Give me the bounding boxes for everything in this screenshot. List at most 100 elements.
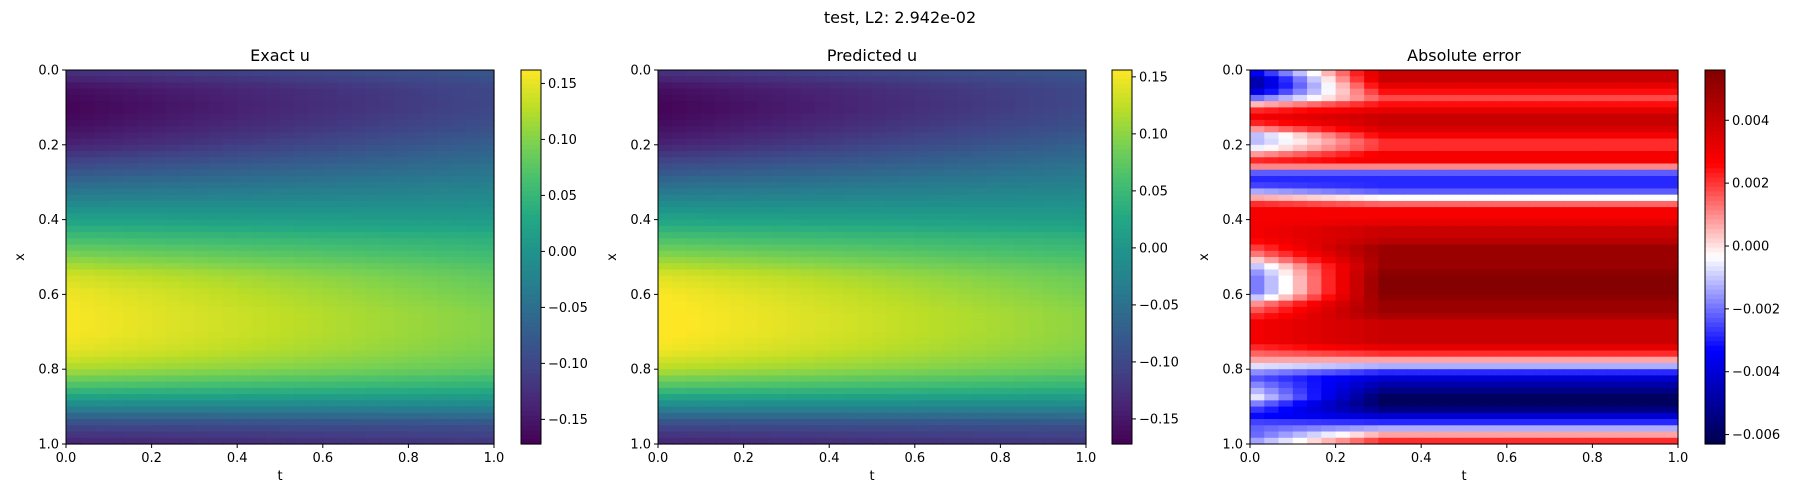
heatmap-cell <box>408 331 424 339</box>
heatmap-cell <box>900 381 916 389</box>
heatmap-cell <box>914 101 930 108</box>
heatmap-cell <box>1506 82 1522 90</box>
heatmap-cell <box>1057 387 1073 395</box>
heatmap-cell <box>1278 157 1294 165</box>
heatmap-cell <box>108 431 124 439</box>
heatmap-cell <box>1000 200 1016 208</box>
heatmap-cell <box>729 331 745 339</box>
heatmap-cell <box>700 94 716 102</box>
heatmap-cell <box>479 319 495 327</box>
heatmap-cell <box>772 119 787 127</box>
heatmap-cell <box>1635 113 1651 121</box>
heatmap-cell <box>280 294 295 302</box>
heatmap-cell <box>800 138 816 146</box>
heatmap-cell <box>914 138 930 146</box>
heatmap-cell <box>1364 113 1379 121</box>
heatmap-cell <box>165 76 181 84</box>
heatmap-cell <box>1250 119 1265 127</box>
heatmap-cell <box>194 138 210 146</box>
heatmap-cell <box>1663 238 1679 246</box>
heatmap-cell <box>1663 132 1679 140</box>
heatmap-cell <box>886 188 902 196</box>
heatmap-cell <box>408 101 424 108</box>
heatmap-cell <box>800 387 816 395</box>
heatmap-cell <box>94 101 110 108</box>
heatmap-cell <box>80 182 96 190</box>
heatmap-cell <box>1071 144 1087 152</box>
heatmap-cell <box>1071 275 1087 283</box>
heatmap-cell <box>814 107 830 115</box>
heatmap-cell <box>422 126 438 133</box>
heatmap-cell <box>1000 213 1016 221</box>
heatmap-cell <box>365 94 381 102</box>
heatmap-cell <box>757 257 773 264</box>
heatmap-cell <box>1620 138 1636 146</box>
heatmap-cell <box>729 119 745 127</box>
heatmap-cell <box>1014 288 1030 295</box>
heatmap-cell <box>436 406 452 414</box>
heatmap-cell <box>772 238 787 246</box>
heatmap-cell <box>957 144 973 152</box>
heatmap-cell <box>451 400 467 408</box>
heatmap-cell <box>886 70 902 77</box>
heatmap-cell <box>986 107 1001 115</box>
heatmap-cell <box>1014 294 1030 302</box>
heatmap-cell <box>208 331 224 339</box>
heatmap-cell <box>900 200 916 208</box>
heatmap-cell <box>1292 219 1308 227</box>
colorbar-segment <box>521 369 541 375</box>
heatmap-cell <box>886 138 902 146</box>
heatmap-cell <box>1506 113 1522 121</box>
heatmap-cell <box>814 182 830 190</box>
colorbar-segment <box>1112 186 1132 193</box>
heatmap-cell <box>1492 157 1508 165</box>
heatmap-cell <box>1307 281 1322 289</box>
heatmap-cell <box>1535 250 1551 258</box>
heatmap-cell <box>322 132 338 140</box>
heatmap-cell <box>814 94 830 102</box>
heatmap-cell <box>971 338 987 345</box>
heatmap-cell <box>208 219 224 227</box>
heatmap-cell <box>1014 232 1030 239</box>
heatmap-cell <box>351 356 367 364</box>
heatmap-cell <box>843 306 859 314</box>
heatmap-cell <box>772 412 787 420</box>
heatmap-cell <box>1449 94 1465 102</box>
heatmap-cell <box>294 238 310 246</box>
heatmap-cell <box>237 107 253 115</box>
heatmap-cell <box>80 257 96 264</box>
heatmap-cell <box>151 394 167 401</box>
heatmap-cell <box>872 94 887 102</box>
heatmap-cell <box>80 325 96 333</box>
heatmap-cell <box>1392 263 1408 271</box>
heatmap-cell <box>1549 132 1565 140</box>
heatmap-cell <box>1449 138 1465 146</box>
heatmap-cell <box>208 375 224 383</box>
heatmap-cell <box>1250 101 1265 108</box>
heatmap-cell <box>408 394 424 401</box>
heatmap-cell <box>872 188 887 196</box>
heatmap-cell <box>943 113 959 121</box>
heatmap-cell <box>1406 94 1422 102</box>
heatmap-cell <box>1028 138 1044 146</box>
heatmap-cell <box>1406 144 1422 152</box>
heatmap-cell <box>1264 188 1280 196</box>
heatmap-cell <box>700 288 716 295</box>
heatmap-cell <box>308 238 324 246</box>
colorbar-segment <box>521 238 541 244</box>
heatmap-cell <box>886 381 902 389</box>
heatmap-cell <box>1506 76 1522 84</box>
heatmap-cell <box>208 232 224 239</box>
heatmap-cell <box>957 250 973 258</box>
heatmap-cell <box>436 369 452 377</box>
heatmap-cell <box>265 126 281 133</box>
heatmap-cell <box>672 182 688 190</box>
heatmap-cell <box>308 225 324 233</box>
heatmap-cell <box>194 275 210 283</box>
heatmap-cell <box>757 437 773 445</box>
heatmap-cell <box>379 213 395 221</box>
heatmap-cell <box>1663 82 1679 90</box>
heatmap-cell <box>308 356 324 364</box>
heatmap-cell <box>194 151 210 158</box>
heatmap-cell <box>1335 288 1351 295</box>
